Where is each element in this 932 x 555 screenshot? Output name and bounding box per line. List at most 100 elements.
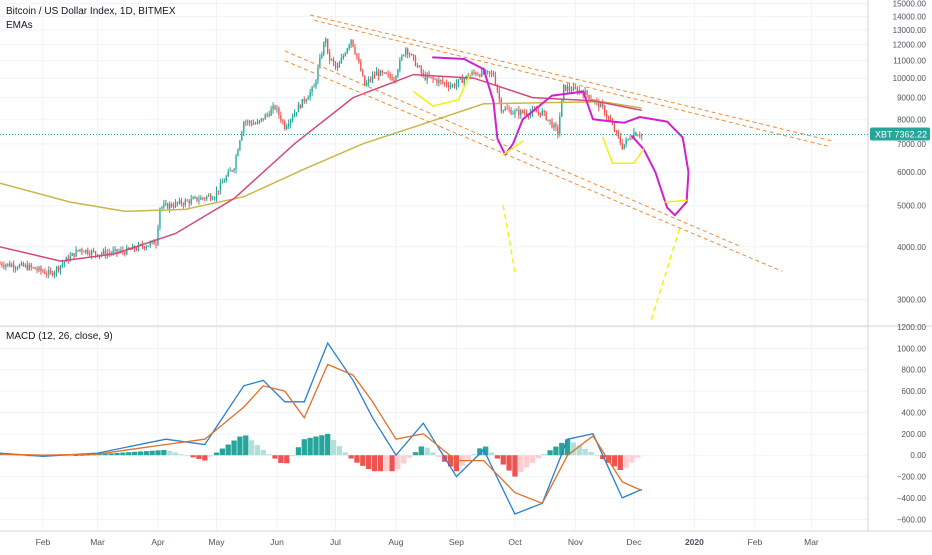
macd-hist-bar-30 <box>172 452 179 456</box>
candle-body-130 <box>252 123 255 125</box>
macd-hist-bar-50 <box>289 455 296 457</box>
candle-body-110 <box>213 197 216 199</box>
candle-body-30 <box>57 267 60 271</box>
candle-body-85 <box>165 203 167 205</box>
macd-hist-bar-67 <box>389 455 395 472</box>
price-badge-symbol: XBT <box>875 130 893 140</box>
candle-body-225 <box>438 79 440 84</box>
candle-body-83 <box>161 207 163 209</box>
macd-hist-bar-89 <box>518 455 524 472</box>
candle-body-60 <box>116 249 118 253</box>
axes <box>0 0 932 532</box>
macd-hist-bar-27 <box>155 450 161 456</box>
candle-body-100 <box>194 197 196 199</box>
candle-body-324 <box>631 137 633 140</box>
candle-body-165 <box>321 54 323 58</box>
candle-body-124 <box>241 132 243 141</box>
macd-hist-bar-31 <box>178 454 185 456</box>
macd-hist-bar-4 <box>20 455 27 457</box>
channel-line-1 <box>313 19 830 147</box>
macd-tick-label-0: 1200.00 <box>897 323 926 332</box>
candle-body-2 <box>3 265 5 267</box>
candle-body-200 <box>389 74 391 78</box>
macd-hist-bar-28 <box>161 449 167 456</box>
candle-body-167 <box>325 38 327 43</box>
candle-body-222 <box>432 77 434 79</box>
candle-body-253 <box>492 73 495 76</box>
candle-body-191 <box>371 75 374 81</box>
candle-body-18 <box>34 267 36 270</box>
candle-body-57 <box>110 253 112 255</box>
candle-body-175 <box>340 58 343 64</box>
macd-hist-bar-15 <box>85 454 91 456</box>
candle-body-3 <box>5 264 7 267</box>
macd-hist-bar-23 <box>131 451 138 456</box>
price-tick-label-5: 10000.00 <box>893 74 927 83</box>
candle-body-212 <box>412 54 415 57</box>
candle-body-213 <box>414 56 417 66</box>
macd-hist-bar-82 <box>477 448 483 456</box>
candle-body-316 <box>615 130 618 132</box>
candle-body-118 <box>229 170 231 172</box>
candle-body-320 <box>623 144 625 149</box>
x-tick-label-9: Nov <box>568 537 584 547</box>
candle-body-260 <box>506 108 508 110</box>
candle-body-26 <box>50 270 52 273</box>
macd-hist-bar-91 <box>529 455 536 463</box>
candle-body-301 <box>586 90 588 95</box>
candle-body-81 <box>157 227 159 245</box>
ema-lines <box>0 73 642 262</box>
candle-body-196 <box>381 70 383 73</box>
candle-body-186 <box>362 71 364 76</box>
indicator-label[interactable]: EMAs <box>6 20 33 31</box>
macd-hist-bar-104 <box>605 455 612 463</box>
candle-body-171 <box>332 59 335 63</box>
candle-body-156 <box>303 98 305 102</box>
candle-body-66 <box>128 247 130 250</box>
candle-body-255 <box>496 84 499 92</box>
macd-hist-bar-43 <box>248 440 255 456</box>
candle-body-226 <box>440 79 442 81</box>
macd-hist-bar-86 <box>500 455 506 465</box>
candle-body-247 <box>481 70 483 77</box>
macd-hist-bar-74 <box>430 452 436 456</box>
candle-body-224 <box>436 79 438 84</box>
macd-tick-label-3: 600.00 <box>902 387 927 396</box>
hand-drawings <box>412 56 690 320</box>
candle-body-107 <box>208 195 210 197</box>
candle-body-192 <box>373 75 376 77</box>
macd-hist-bar-40 <box>231 440 237 456</box>
candle-body-208 <box>405 48 407 55</box>
price-tick-label-12: 3000.00 <box>897 296 926 305</box>
candle-body-162 <box>315 80 317 87</box>
candle-body-319 <box>621 143 623 149</box>
candle-body-187 <box>364 75 366 86</box>
candle-body-174 <box>338 63 341 68</box>
macd-hist-bar-47 <box>272 455 278 459</box>
candle-body-29 <box>55 267 58 273</box>
macd-hist-bar-108 <box>629 455 635 463</box>
macd-hist-bar-101 <box>588 452 594 456</box>
macd-hist-bar-59 <box>342 452 348 456</box>
macd-hist-bar-78 <box>453 455 460 472</box>
candle-body-149 <box>289 119 292 124</box>
candle-body-11 <box>20 263 23 265</box>
candle-body-229 <box>445 82 448 86</box>
candle-body-266 <box>518 110 520 116</box>
candle-body-104 <box>202 197 204 199</box>
macd-lines <box>0 341 642 515</box>
x-tick-label-11: 2020 <box>685 537 704 547</box>
macd-hist-bar-44 <box>254 445 261 456</box>
candle-body-131 <box>254 123 257 125</box>
candle-body-307 <box>598 101 600 108</box>
macd-tick-label-4: 400.00 <box>902 408 927 417</box>
candle-body-293 <box>570 89 573 91</box>
macd-hist-bar-73 <box>424 447 430 456</box>
signal-line <box>0 363 642 505</box>
price-tick-label-4: 11000.00 <box>893 57 926 66</box>
macd-title[interactable]: MACD (12, 26, close, 9) <box>6 331 113 342</box>
yellow-marker-path-1 <box>502 140 524 156</box>
candle-body-98 <box>190 199 192 204</box>
candle-body-93 <box>180 200 183 204</box>
